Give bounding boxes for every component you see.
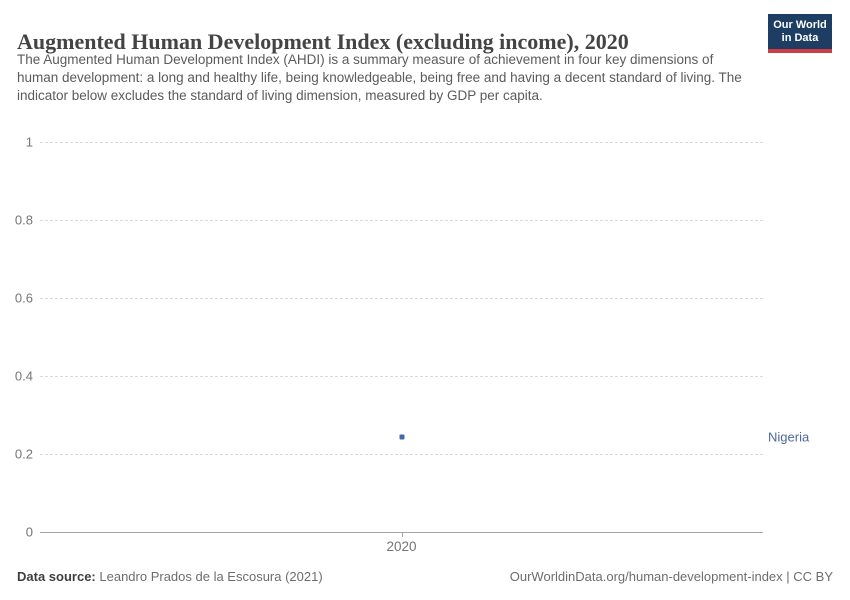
gridline-y-0.2 — [40, 454, 763, 455]
attribution-note: OurWorldinData.org/human-development-ind… — [509, 569, 833, 584]
y-axis-tick-label: 0.6 — [14, 290, 33, 306]
gridline-y-0.4 — [40, 376, 763, 377]
chart-subtitle: The Augmented Human Development Index (A… — [17, 52, 742, 103]
y-axis-tick-label: 0 — [25, 524, 33, 540]
x-axis-tick-label: 2020 — [386, 539, 417, 554]
data-point-nigeria[interactable] — [399, 434, 404, 440]
y-axis-tick-label: 1 — [25, 134, 33, 150]
x-axis-tick-mark — [401, 532, 403, 537]
owid-logo-line1: Our World — [773, 19, 827, 31]
entity-label-nigeria[interactable]: Nigeria — [768, 429, 810, 445]
gridline-y-1 — [40, 142, 763, 143]
owid-logo-line2: in Data — [781, 32, 819, 44]
data-source-value: Leandro Prados de la Escosura (2021) — [99, 569, 323, 584]
gridline-y-0.8 — [40, 220, 763, 221]
data-source-label: Data source: — [17, 569, 96, 584]
y-axis-tick-label: 0.8 — [14, 212, 33, 228]
y-axis-tick-label: 0.2 — [14, 446, 33, 462]
gridline-y-0.6 — [40, 298, 763, 299]
owid-logo: Our World in Data — [768, 14, 832, 53]
data-source-note: Data source: Leandro Prados de la Escosu… — [17, 569, 323, 584]
page-title: Augmented Human Development Index (exclu… — [17, 28, 629, 54]
y-axis-tick-label: 0.4 — [14, 368, 33, 384]
